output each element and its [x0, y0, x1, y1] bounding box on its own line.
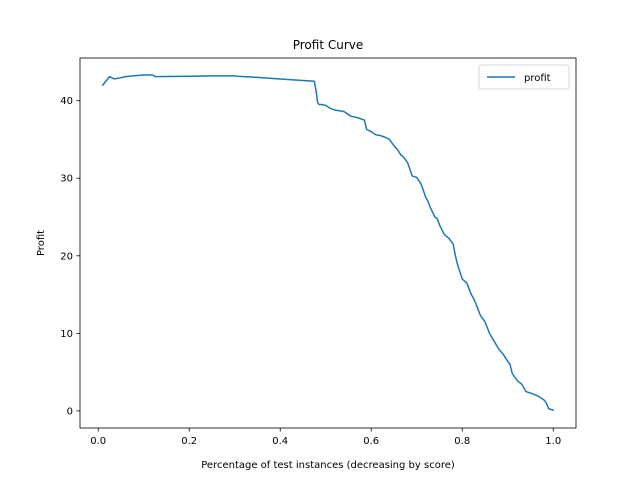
y-tick-label: 10: [60, 329, 73, 340]
chart-title: Profit Curve: [293, 38, 364, 52]
x-tick-label: 0.4: [272, 436, 288, 447]
x-tick-label: 0.2: [181, 436, 197, 447]
plot-area: [101, 74, 555, 412]
x-tick-label: 0.0: [90, 436, 106, 447]
y-tick-label: 0: [67, 406, 73, 417]
x-axis: 0.0 0.2 0.4 0.6 0.8 1.0: [90, 428, 561, 447]
y-tick-label: 40: [60, 96, 73, 107]
series-line-profit: [101, 74, 555, 412]
y-tick-label: 30: [60, 174, 73, 185]
y-axis-label: Profit: [36, 230, 47, 256]
x-axis-label: Percentage of test instances (decreasing…: [201, 460, 455, 471]
legend: profit: [478, 64, 570, 90]
legend-label-profit: profit: [524, 73, 551, 84]
y-tick-label: 20: [60, 251, 73, 262]
y-axis: 0 10 20 30 40: [60, 96, 80, 417]
x-tick-label: 0.8: [454, 436, 470, 447]
x-tick-label: 0.6: [363, 436, 379, 447]
x-tick-label: 1.0: [545, 436, 561, 447]
plot-frame: [79, 57, 577, 429]
legend-box: [478, 64, 570, 90]
